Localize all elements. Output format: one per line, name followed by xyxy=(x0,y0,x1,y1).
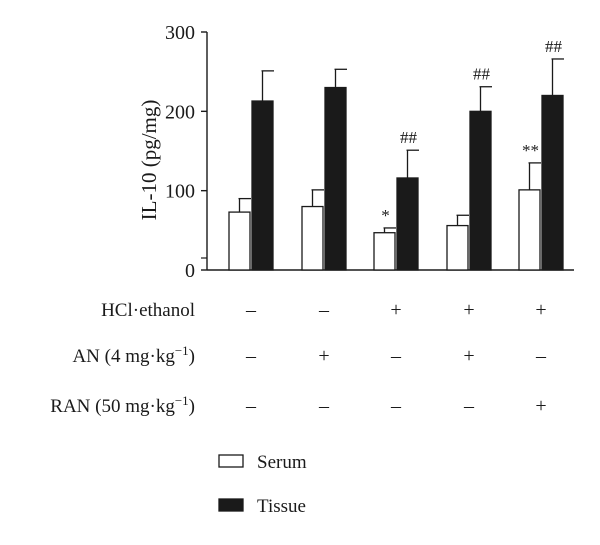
serum-bar xyxy=(446,224,469,271)
condition-label-text: RAN (50 mg·kg xyxy=(50,396,175,417)
tissue-bar xyxy=(541,94,564,271)
plus-sign: + xyxy=(535,395,546,417)
tissue-bar xyxy=(396,177,419,271)
minus-sign: – xyxy=(245,345,257,367)
y-axis-label: IL-10 (pg/mg) xyxy=(137,100,161,221)
bars: ***###### xyxy=(228,37,564,271)
serum-bar xyxy=(301,205,324,271)
axes: 0 100 200 300 xyxy=(165,22,574,282)
significance-label: * xyxy=(381,206,390,225)
minus-sign: – xyxy=(318,299,330,321)
significance-label: ## xyxy=(473,65,491,84)
condition-label-superscript: −1 xyxy=(175,343,189,358)
plus-sign: + xyxy=(535,299,546,321)
condition-label: AN (4 mg·kg−1) xyxy=(72,343,195,367)
plus-sign: + xyxy=(390,299,401,321)
significance-label: ## xyxy=(400,128,418,147)
tissue-bar xyxy=(324,86,347,271)
condition-label-close: ) xyxy=(189,346,195,367)
tissue-legend-swatch xyxy=(218,498,244,512)
legend: Serum Tissue xyxy=(218,452,307,517)
y-tick-label: 300 xyxy=(165,22,195,44)
condition-label: HCl·ethanol xyxy=(101,300,195,321)
condition-label: RAN (50 mg·kg−1) xyxy=(50,393,195,417)
minus-sign: – xyxy=(318,395,330,417)
minus-sign: – xyxy=(535,345,547,367)
serum-bar xyxy=(518,189,541,271)
condition-rows: HCl·ethanol – – + + +AN (4 mg·kg−1) – + – + –RAN (… xyxy=(50,299,547,417)
minus-sign: – xyxy=(245,299,257,321)
minus-sign: – xyxy=(245,395,257,417)
tissue-bar xyxy=(251,100,274,271)
significance-label: ## xyxy=(545,37,563,56)
condition-label-close: ) xyxy=(189,396,195,417)
y-tick-label: 200 xyxy=(165,101,195,123)
minus-sign: – xyxy=(463,395,475,417)
condition-label-text: HCl·ethanol xyxy=(101,300,195,321)
minus-sign: – xyxy=(390,345,402,367)
serum-bar xyxy=(373,232,396,271)
legend-label: Serum xyxy=(257,452,307,473)
tissue-bar xyxy=(469,110,492,271)
plus-sign: + xyxy=(463,345,474,367)
condition-label-text: AN (4 mg·kg xyxy=(72,346,175,367)
serum-legend-swatch xyxy=(218,454,244,468)
plus-sign: + xyxy=(463,299,474,321)
serum-bar xyxy=(228,211,251,271)
y-tick-label: 100 xyxy=(165,181,195,203)
minus-sign: – xyxy=(390,395,402,417)
significance-label: ** xyxy=(522,141,539,160)
condition-label-superscript: −1 xyxy=(175,393,189,408)
legend-label: Tissue xyxy=(257,496,306,517)
plus-sign: + xyxy=(318,345,329,367)
y-tick-label: 0 xyxy=(185,260,195,282)
